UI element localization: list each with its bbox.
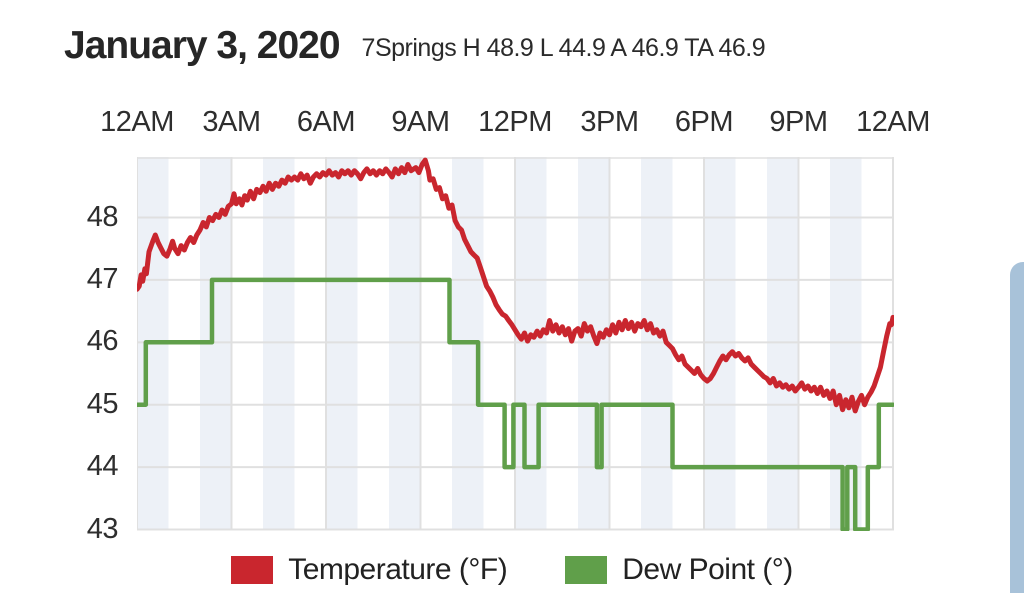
hour-band	[389, 157, 421, 531]
y-axis-label: 44	[86, 450, 119, 483]
plot-area[interactable]	[137, 157, 894, 531]
y-axis-label: 46	[86, 325, 119, 358]
temperature-line	[137, 157, 894, 414]
hour-band	[767, 157, 799, 531]
temperature-swatch-icon	[231, 556, 274, 584]
chart-subtitle-stats: 7Springs H 48.9 L 44.9 A 46.9 TA 46.9	[361, 33, 766, 62]
hour-band	[326, 157, 358, 531]
hour-band	[263, 157, 295, 531]
y-axis-label: 48	[86, 200, 119, 233]
legend-label-dewpoint: Dew Point (°)	[622, 553, 793, 586]
page-title: January 3, 2020	[64, 24, 341, 67]
dewpoint-swatch-icon	[565, 556, 608, 584]
x-axis-label: 12AM	[100, 106, 174, 138]
x-axis-label: 9PM	[769, 106, 828, 138]
next-card-edge[interactable]	[1010, 262, 1024, 593]
temperature-dewpoint-chart[interactable]	[137, 157, 894, 531]
x-axis-label: 12AM	[856, 106, 930, 138]
y-axis-label: 43	[86, 512, 119, 545]
x-axis-label: 9AM	[391, 106, 450, 138]
legend-item-temperature[interactable]: Temperature (°F)	[231, 553, 508, 587]
chart-legend: Temperature (°F) Dew Point (°)	[0, 548, 1024, 592]
legend-item-dewpoint[interactable]: Dew Point (°)	[565, 553, 793, 587]
chart-header: January 3, 2020 7Springs H 48.9 L 44.9 A…	[64, 24, 766, 68]
dew-point-line	[137, 277, 894, 531]
y-axis-label: 47	[86, 262, 119, 295]
hour-band	[578, 157, 610, 531]
y-axis-label: 45	[86, 387, 119, 420]
x-axis-label: 12PM	[478, 106, 552, 138]
hour-band	[515, 157, 547, 531]
x-axis-label: 3AM	[202, 106, 261, 138]
x-axis-label: 6PM	[674, 106, 734, 138]
hour-band	[704, 157, 736, 531]
x-axis: 12AM 3AM 6AM 9AM 12PM 3PM 6PM 9PM 12AM	[0, 106, 1024, 140]
legend-label-temperature: Temperature (°F)	[288, 553, 508, 586]
x-axis-label: 6AM	[296, 106, 356, 138]
x-axis-label: 3PM	[580, 106, 639, 138]
